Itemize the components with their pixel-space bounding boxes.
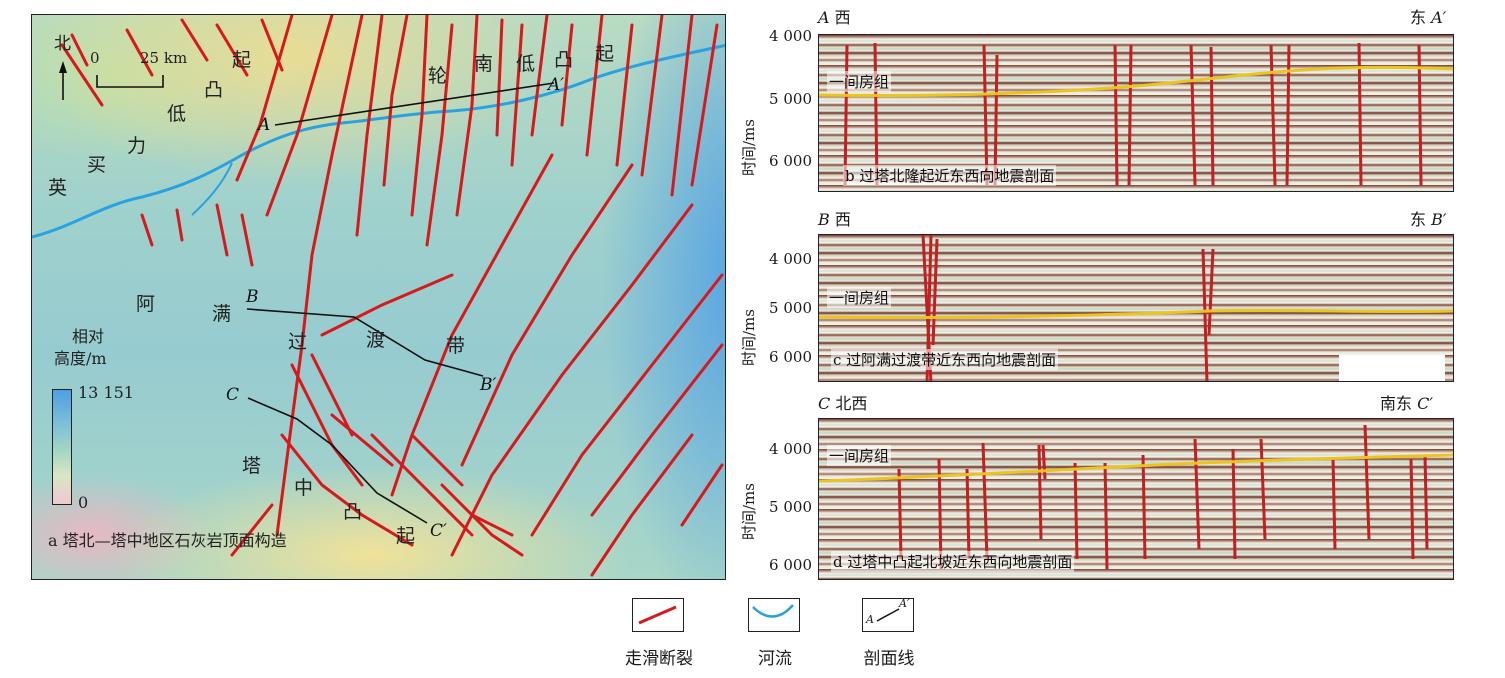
profile-b-faults	[843, 42, 1423, 186]
profile-d-tick: 4 000	[769, 440, 812, 458]
region-char: 阿	[136, 293, 156, 315]
region-char: 起	[595, 43, 615, 65]
profile-b-left-corner: A 西	[818, 8, 851, 27]
profile-c-right-corner: 东 B′	[1410, 210, 1447, 229]
region-char: 低	[516, 53, 536, 75]
legend-profile-label: 剖面线	[863, 649, 915, 669]
region-char: 满	[212, 303, 232, 325]
region-char: 凸	[204, 79, 224, 101]
profile-d-left-corner: C 北西	[818, 394, 868, 413]
profile-c-tick: 6 000	[769, 348, 812, 366]
point-c-prime: C′	[430, 521, 447, 541]
region-char: 过	[288, 331, 308, 353]
profile-b-tick: 4 000	[769, 27, 812, 45]
legend-title-2: 高度/m	[54, 349, 107, 368]
region-char: 塔	[242, 455, 262, 477]
seismic-profile-b: 一间房组 b 过塔北隆起近东西向地震剖面	[818, 34, 1454, 192]
profile-b-tick: 5 000	[769, 90, 812, 108]
scale-bar	[96, 75, 164, 88]
elevation-colorbar	[52, 389, 72, 505]
structure-map: 北 0 25 km 英 买 力 低 凸 起 轮 南 低 凸 起 阿 满 过 渡 …	[31, 14, 726, 580]
profile-b-tick: 6 000	[769, 152, 812, 170]
region-char: 渡	[366, 329, 386, 351]
region-char: 凸	[343, 501, 363, 523]
region-char: 买	[87, 154, 107, 176]
river-icon	[748, 598, 800, 632]
point-b: B	[246, 287, 259, 307]
north-label: 北	[54, 34, 71, 54]
point-c: C	[226, 385, 240, 405]
region-char: 轮	[428, 65, 448, 87]
point-a: A	[258, 115, 271, 135]
point-b-prime: B′	[480, 375, 497, 395]
profile-d-caption: d 过塔中凸起北坡近东西向地震剖面	[831, 551, 1075, 572]
horizon-b	[819, 65, 1453, 97]
profile-d-right-corner: 南东 C′	[1380, 394, 1433, 413]
profile-b-right-corner: 东 A′	[1410, 8, 1447, 27]
point-a-prime: A′	[548, 75, 565, 95]
region-char: 英	[48, 177, 68, 199]
profile-line-a	[274, 82, 555, 126]
horizon-c	[819, 308, 1453, 320]
region-char: 带	[446, 335, 466, 357]
profile-b-caption: b 过塔北隆起近东西向地震剖面	[843, 165, 1057, 186]
profile-c-horizon-label: 一间房组	[827, 287, 892, 308]
profile-c-blank-box	[1339, 355, 1445, 381]
river-branch	[191, 162, 233, 216]
profile-d-tick: 5 000	[769, 498, 812, 516]
profile-d-horizon-label: 一间房组	[827, 445, 892, 466]
profile-c-tick: 4 000	[769, 250, 812, 268]
map-caption: a 塔北—塔中地区石灰岩顶面构造	[48, 531, 287, 550]
profile-c-left-corner: B 西	[818, 210, 851, 229]
region-char: 中	[294, 477, 314, 499]
legend-river-label: 河流	[758, 649, 792, 669]
legend-title-1: 相对	[72, 327, 105, 346]
region-char: 凸	[554, 49, 574, 71]
map-drawing	[32, 15, 725, 577]
profile-line-c	[247, 397, 428, 524]
profile-lines	[246, 82, 555, 524]
fault-icon	[632, 598, 684, 632]
profile-line-icon: A A′	[862, 597, 914, 632]
profile-d-tick: 6 000	[769, 556, 812, 574]
horizon-d	[819, 453, 1453, 483]
scale-zero: 0	[90, 49, 100, 67]
legend-fault-label: 走滑断裂	[625, 649, 693, 669]
profile-line-b	[246, 308, 484, 377]
region-char: 力	[127, 135, 147, 157]
profile-d-faults	[897, 424, 1429, 570]
legend-min: 0	[78, 493, 89, 512]
seismic-profile-c: 一间房组 c 过阿满过渡带近东西向地震剖面	[818, 234, 1454, 382]
profile-c-caption: c 过阿满过渡带近东西向地震剖面	[831, 349, 1059, 370]
profile-b-horizon-label: 一间房组	[827, 71, 892, 92]
legend-max: 13 151	[78, 383, 134, 402]
region-char: 低	[167, 103, 187, 125]
region-char: 起	[396, 525, 416, 547]
fault-lines	[60, 15, 724, 577]
seismic-profile-d: 一间房组 d 过塔中凸起北坡近东西向地震剖面	[818, 418, 1454, 580]
region-char: 南	[474, 53, 494, 75]
river	[32, 43, 725, 239]
scale-km: 25 km	[140, 49, 188, 67]
profile-c-tick: 5 000	[769, 299, 812, 317]
region-char: 起	[232, 49, 252, 71]
